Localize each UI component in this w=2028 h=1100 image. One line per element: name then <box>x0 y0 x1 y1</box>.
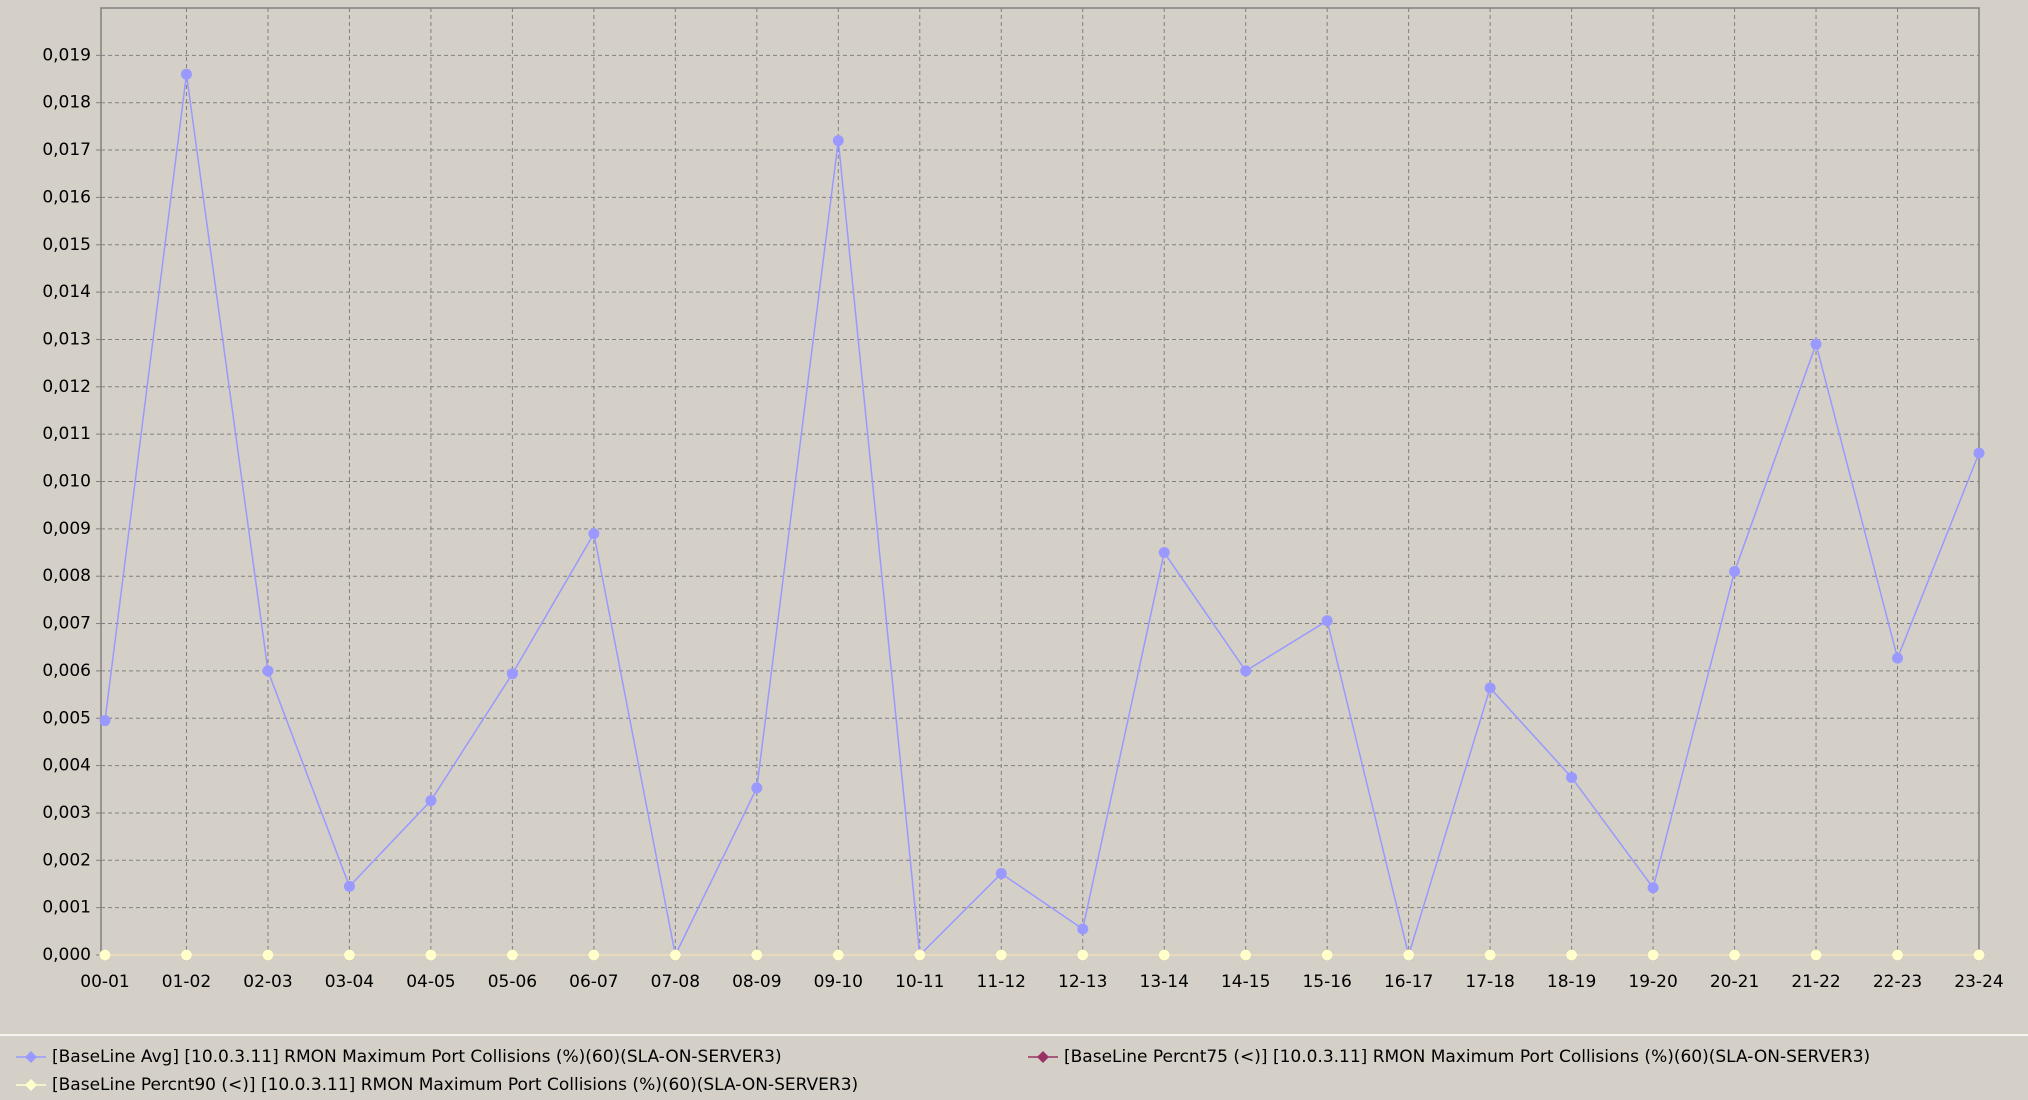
x-tick-label: 13-14 <box>1140 972 1189 992</box>
data-point <box>180 68 192 80</box>
x-tick-label: 14-15 <box>1221 972 1270 992</box>
y-tick-label: 0,005 <box>42 708 91 728</box>
legend-label: [BaseLine Avg] [10.0.3.11] RMON Maximum … <box>52 1047 782 1067</box>
data-point <box>1240 949 1252 961</box>
x-tick-label: 16-17 <box>1384 972 1433 992</box>
data-point <box>751 782 763 794</box>
y-tick-label: 0,010 <box>42 472 91 492</box>
x-tick-label: 19-20 <box>1628 972 1677 992</box>
x-tick-label: 06-07 <box>569 972 618 992</box>
x-tick-label: 00-01 <box>80 972 129 992</box>
legend-swatch-marker <box>1037 1051 1049 1063</box>
x-tick-label: 20-21 <box>1710 972 1759 992</box>
data-point <box>1077 923 1089 935</box>
data-point <box>262 949 274 961</box>
data-point <box>832 949 844 961</box>
x-tick-label: 01-02 <box>162 972 211 992</box>
y-tick-label: 0,009 <box>42 519 91 539</box>
data-point <box>1158 547 1170 559</box>
x-tick-label: 22-23 <box>1873 972 1922 992</box>
y-tick-label: 0,015 <box>42 235 91 255</box>
data-point <box>180 949 192 961</box>
data-point <box>1810 949 1822 961</box>
data-point <box>425 795 437 807</box>
x-tick-label: 17-18 <box>1465 972 1514 992</box>
data-point <box>1973 447 1985 459</box>
x-tick-label: 07-08 <box>651 972 700 992</box>
y-tick-label: 0,007 <box>42 614 91 634</box>
x-tick-label: 04-05 <box>406 972 455 992</box>
legend-swatch-marker <box>25 1079 37 1091</box>
y-tick-label: 0,016 <box>42 187 91 207</box>
data-point <box>1647 949 1659 961</box>
data-point <box>1729 565 1741 577</box>
data-point <box>1484 949 1496 961</box>
legend-label: [BaseLine Percnt90 (<)] [10.0.3.11] RMON… <box>52 1075 858 1095</box>
data-point <box>506 668 518 680</box>
x-tick-label: 03-04 <box>325 972 374 992</box>
data-point <box>995 868 1007 880</box>
x-tick-label: 09-10 <box>814 972 863 992</box>
x-tick-label: 15-16 <box>1302 972 1351 992</box>
y-tick-label: 0,011 <box>42 424 91 444</box>
data-point <box>1566 949 1578 961</box>
data-point <box>995 949 1007 961</box>
series-line <box>104 74 1980 958</box>
data-point <box>506 949 518 961</box>
x-tick-label: 21-22 <box>1791 972 1840 992</box>
data-point <box>1892 652 1904 664</box>
x-tick-label: 10-11 <box>895 972 944 992</box>
y-tick-label: 0,014 <box>42 282 91 302</box>
x-tick-label: 12-13 <box>1058 972 1107 992</box>
data-point <box>751 949 763 961</box>
data-point <box>1240 665 1252 677</box>
y-tick-label: 0,012 <box>42 377 91 397</box>
x-tick-label: 23-24 <box>1954 972 2003 992</box>
y-tick-label: 0,018 <box>42 93 91 113</box>
data-point <box>1403 949 1415 961</box>
data-point <box>1810 338 1822 350</box>
data-point <box>1647 882 1659 894</box>
x-tick-label: 11-12 <box>977 972 1026 992</box>
y-tick-label: 0,017 <box>42 140 91 160</box>
y-tick-label: 0,019 <box>42 45 91 65</box>
y-tick-label: 0,004 <box>42 756 91 776</box>
data-point <box>1973 949 1985 961</box>
data-point <box>343 949 355 961</box>
data-point <box>1321 949 1333 961</box>
data-point <box>914 949 926 961</box>
data-point <box>669 949 681 961</box>
data-point <box>588 949 600 961</box>
data-point <box>99 715 111 727</box>
data-point <box>832 135 844 147</box>
y-tick-label: 0,013 <box>42 329 91 349</box>
y-tick-label: 0,003 <box>42 803 91 823</box>
legend-label: [BaseLine Percnt75 (<)] [10.0.3.11] RMON… <box>1064 1047 1870 1067</box>
data-point <box>588 528 600 540</box>
y-tick-label: 0,001 <box>42 898 91 918</box>
x-tick-label: 08-09 <box>732 972 781 992</box>
data-point <box>1484 682 1496 694</box>
data-point <box>1321 615 1333 627</box>
data-point <box>1892 949 1904 961</box>
data-point <box>1077 949 1089 961</box>
data-point <box>425 949 437 961</box>
data-point <box>99 949 111 961</box>
legend-swatch-marker <box>25 1051 37 1063</box>
y-tick-label: 0,006 <box>42 661 91 681</box>
data-point <box>343 880 355 892</box>
data-point <box>1158 949 1170 961</box>
x-tick-label: 02-03 <box>243 972 292 992</box>
y-tick-label: 0,002 <box>42 850 91 870</box>
data-point <box>262 665 274 677</box>
x-tick-label: 05-06 <box>488 972 537 992</box>
data-point <box>1566 771 1578 783</box>
y-tick-label: 0,000 <box>42 945 91 965</box>
data-point <box>1729 949 1741 961</box>
x-tick-label: 18-19 <box>1547 972 1596 992</box>
y-tick-label: 0,008 <box>42 566 91 586</box>
